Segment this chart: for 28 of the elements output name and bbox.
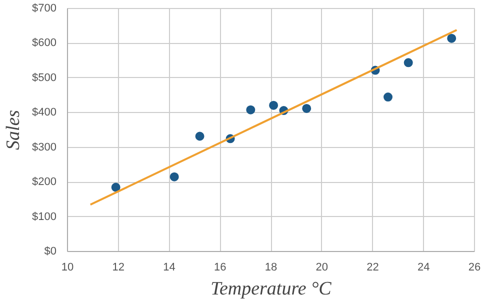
point — [384, 92, 393, 102]
x-tick-label: 12 — [112, 262, 125, 274]
y-tick-label: $300 — [32, 141, 57, 154]
y-tick-label: $0 — [44, 246, 57, 258]
x-tick-label: 16 — [214, 262, 226, 274]
y-tick-label: $100 — [32, 210, 57, 223]
x-tick-label: 10 — [61, 262, 74, 274]
x-tick-label: 24 — [418, 262, 430, 274]
point — [111, 182, 120, 192]
point — [447, 34, 456, 43]
point — [170, 172, 179, 182]
x-tick-label: 18 — [264, 262, 278, 274]
point — [246, 105, 256, 114]
point — [404, 58, 413, 68]
y-tick-label: $600 — [32, 37, 57, 50]
y-tick-label: $500 — [32, 72, 57, 84]
point — [269, 100, 278, 110]
x-tick-label: 14 — [163, 262, 176, 274]
y-axis-title: Sales — [3, 110, 24, 150]
point — [302, 104, 312, 113]
point — [195, 132, 204, 141]
x-axis-title: Temperature °C — [210, 278, 332, 300]
y-tick-label: $200 — [32, 176, 57, 188]
x-tick-label: 20 — [316, 262, 328, 274]
y-tick-label: $400 — [32, 106, 57, 119]
x-tick-label: 22 — [366, 262, 379, 274]
y-tick-label: $700 — [32, 2, 57, 14]
x-tick-label: 26 — [468, 262, 481, 274]
